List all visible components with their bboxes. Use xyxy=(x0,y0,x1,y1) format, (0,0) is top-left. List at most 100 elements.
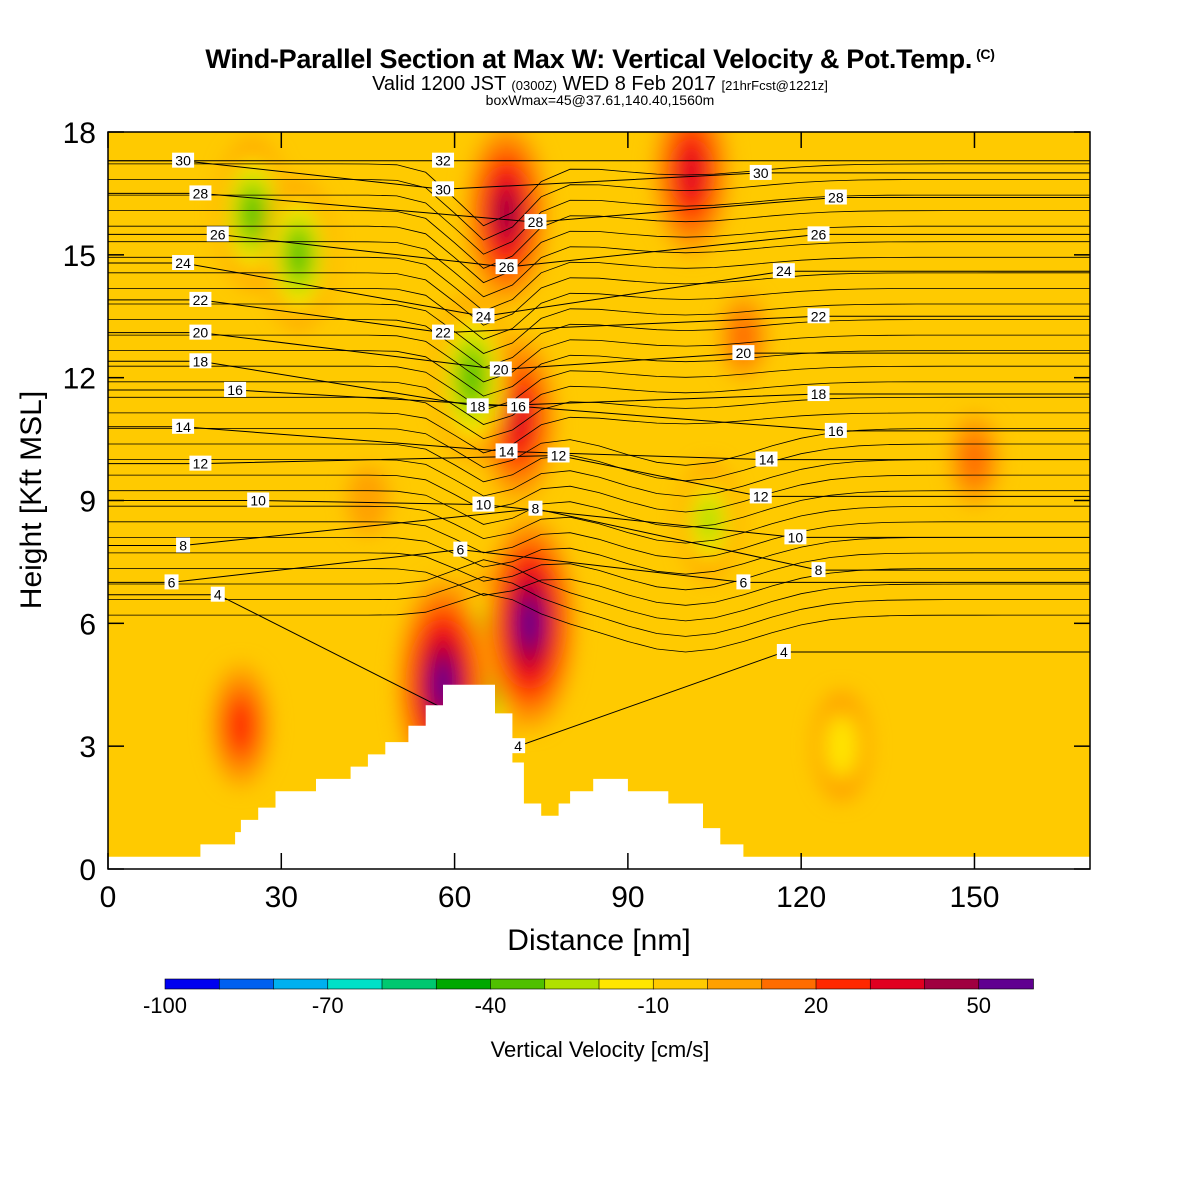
contour-label-text: 12 xyxy=(551,447,567,463)
contour-label-bg xyxy=(547,447,570,463)
contour-label: 6 xyxy=(736,574,751,590)
colorbar-swatch xyxy=(707,978,763,990)
contour-label-text: 8 xyxy=(179,538,187,554)
colorbar-tick-label: 50 xyxy=(967,993,991,1018)
contour-label-text: 8 xyxy=(815,562,823,578)
contour-label: 4 xyxy=(210,586,225,603)
contour-label-bg xyxy=(784,529,807,545)
x-tick-label: 0 xyxy=(100,881,117,914)
contour-label-text: 16 xyxy=(510,398,526,414)
valid-date: WED 8 Feb 2017 xyxy=(562,73,716,95)
contour-label-text: 8 xyxy=(532,501,540,517)
contour-label-bg xyxy=(807,386,830,402)
contour-label: 12 xyxy=(547,447,570,463)
theta-contour xyxy=(108,163,1090,227)
contour-label-bg xyxy=(528,500,543,516)
colorbar-tick-label: 20 xyxy=(804,993,828,1018)
contour-label-text: 6 xyxy=(456,542,464,558)
contour-label-text: 12 xyxy=(193,456,209,472)
colorbar-swatch xyxy=(544,978,600,990)
colorbar-swatch xyxy=(652,978,709,990)
contour-label-text: 16 xyxy=(227,382,243,398)
chart-title: Wind-Parallel Section at Max W: Vertical… xyxy=(0,44,1200,75)
contour-labels: 3028262422201816141210864323028262422201… xyxy=(164,152,847,754)
contour-label-bg xyxy=(189,185,212,201)
contour-label-text: 28 xyxy=(828,190,844,206)
theta-contour xyxy=(108,537,1090,575)
contour-label-bg xyxy=(772,263,795,279)
contour-label-bg xyxy=(807,226,830,242)
contour-label-bg xyxy=(776,643,791,659)
contour-label-text: 10 xyxy=(476,497,492,513)
colorbar-title: Vertical Velocity [cm/s] xyxy=(491,1037,710,1062)
colorbar-swatch xyxy=(869,978,926,990)
contour-label-text: 22 xyxy=(435,325,451,341)
contour-label-bg xyxy=(453,541,468,557)
contour-label: 10 xyxy=(784,529,807,545)
contour-label-text: 24 xyxy=(776,263,792,279)
contour-label: 16 xyxy=(224,381,247,398)
contour-label-bg xyxy=(189,291,212,307)
colorbar-tick-label: -40 xyxy=(475,993,507,1018)
contour-label: 30 xyxy=(749,164,772,181)
contour-label: 10 xyxy=(247,492,270,509)
contour-label: 26 xyxy=(206,226,229,242)
theta-contour xyxy=(108,568,1090,606)
velocity-cell xyxy=(824,713,859,780)
contour-label-text: 26 xyxy=(499,259,515,275)
contour-label-bg xyxy=(495,259,518,275)
x-tick-label: 120 xyxy=(776,881,826,914)
contour-label-text: 14 xyxy=(499,443,515,459)
contour-label: 30 xyxy=(432,181,455,197)
contour-label-text: 18 xyxy=(193,353,209,369)
theta-contour xyxy=(108,179,1090,241)
velocity-cell xyxy=(679,145,704,201)
colorbar-swatch xyxy=(381,978,438,990)
contour-label-text: 14 xyxy=(175,419,191,435)
contour-label-bg xyxy=(206,226,229,242)
theta-contour xyxy=(108,412,1090,454)
y-tick-label: 0 xyxy=(79,854,96,887)
contour-label: 20 xyxy=(489,361,512,377)
colorbar-swatch xyxy=(490,978,546,990)
y-tick-label: 15 xyxy=(63,240,96,273)
theta-contour xyxy=(108,288,1090,340)
contour-label-text: 4 xyxy=(214,587,222,603)
colorbar-swatch xyxy=(164,978,221,990)
contour-label-bg xyxy=(164,574,179,590)
theta-contour xyxy=(108,593,1090,653)
theta-contour xyxy=(108,459,1090,497)
contour-label: 30 xyxy=(172,152,195,169)
chart-subtitle-box: boxWmax=45@37.61,140.40,1560m xyxy=(485,92,715,108)
x-axis-title: Distance [nm] xyxy=(507,924,690,957)
contour-label-text: 30 xyxy=(435,181,451,197)
contour-label-text: 4 xyxy=(780,644,788,660)
theta-contour xyxy=(108,365,1090,411)
contour-label: 14 xyxy=(172,418,195,435)
colorbar-swatch xyxy=(978,978,1034,990)
contour-label-bg xyxy=(432,152,455,168)
valid-time-utc: (0300Z) xyxy=(511,78,557,93)
theta-contour xyxy=(108,194,1090,255)
colorbar-swatch xyxy=(761,978,817,990)
x-tick-label: 90 xyxy=(611,881,644,914)
contour-label: 20 xyxy=(732,345,755,361)
contour-label-text: 30 xyxy=(753,165,769,181)
velocity-cell xyxy=(696,496,722,546)
colorbar-tick-label: -10 xyxy=(637,993,669,1018)
contour-label-text: 26 xyxy=(811,226,827,242)
colorbar: -100 -70 -40 -10 20 50 xyxy=(143,978,1034,1018)
contour-label-bg xyxy=(210,586,225,602)
contour-label-bg xyxy=(472,496,495,512)
theta-contour xyxy=(108,272,1090,326)
contour-label-text: 28 xyxy=(193,185,209,201)
theta-contour xyxy=(108,576,1090,637)
theta-contour xyxy=(108,210,1090,269)
y-tick-label: 9 xyxy=(79,486,96,519)
colorbar-tick-label: -70 xyxy=(312,993,344,1018)
theta-contour xyxy=(108,552,1090,591)
contour-label: 6 xyxy=(164,574,179,590)
contour-label: 22 xyxy=(432,324,455,341)
contour-label: 28 xyxy=(824,189,847,206)
